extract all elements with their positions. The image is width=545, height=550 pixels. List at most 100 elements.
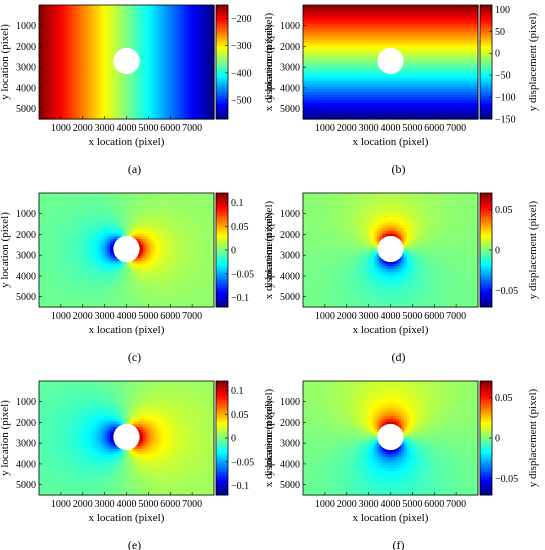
heatmap-cell bbox=[145, 24, 149, 28]
heatmap-cell bbox=[121, 75, 125, 79]
heatmap-cell bbox=[205, 32, 210, 36]
heatmap-cell bbox=[88, 7, 92, 12]
heatmap-cell bbox=[118, 13, 122, 17]
heatmap-cell bbox=[69, 37, 73, 41]
heatmap-cell bbox=[211, 32, 215, 36]
heatmap-cell bbox=[172, 64, 177, 69]
heatmap-cell bbox=[58, 18, 62, 22]
heatmap-cell bbox=[164, 29, 169, 33]
heatmap-cell bbox=[101, 29, 106, 33]
heatmap-cell bbox=[71, 51, 76, 55]
heatmap-cell bbox=[178, 40, 182, 44]
heatmap-cell bbox=[41, 48, 46, 52]
heatmap-cell bbox=[162, 26, 166, 31]
heatmap-cell bbox=[74, 56, 78, 60]
heatmap-cell bbox=[197, 43, 201, 47]
heatmap-cell bbox=[167, 21, 171, 25]
heatmap-cell bbox=[39, 56, 43, 60]
heatmap-cell bbox=[77, 26, 81, 31]
heatmap-cell bbox=[101, 13, 106, 17]
heatmap-cell bbox=[101, 62, 106, 66]
heatmap-cell bbox=[44, 40, 48, 44]
heatmap-cell bbox=[88, 67, 92, 71]
heatmap-cell bbox=[197, 62, 201, 66]
heatmap-cell bbox=[107, 7, 111, 12]
heatmap-cell bbox=[49, 53, 54, 58]
heatmap-cell bbox=[156, 7, 160, 12]
heatmap-cell bbox=[41, 21, 46, 25]
heatmap-cell bbox=[82, 53, 87, 58]
heatmap-cell bbox=[197, 10, 201, 14]
heatmap-cell bbox=[66, 59, 70, 63]
heatmap-cell bbox=[121, 10, 125, 14]
heatmap-cell bbox=[131, 45, 136, 50]
heatmap-cell bbox=[208, 40, 212, 44]
heatmap-cell bbox=[39, 45, 43, 50]
heatmap-cell bbox=[123, 32, 128, 36]
heatmap-cell bbox=[134, 10, 139, 14]
heatmap-cell bbox=[110, 21, 114, 25]
heatmap-cell bbox=[151, 56, 155, 60]
heatmap-cell bbox=[60, 34, 65, 39]
heatmap-cell bbox=[112, 15, 117, 20]
heatmap-cell bbox=[140, 29, 144, 33]
heatmap-cell bbox=[126, 18, 130, 22]
heatmap-cell bbox=[82, 26, 87, 31]
heatmap-cell bbox=[47, 34, 51, 39]
heatmap-cell bbox=[85, 7, 89, 12]
heatmap-cell bbox=[118, 72, 122, 77]
heatmap-cell bbox=[52, 81, 56, 85]
heatmap-cell bbox=[110, 29, 114, 33]
heatmap-cell bbox=[178, 34, 182, 39]
heatmap-cell bbox=[74, 34, 78, 39]
heatmap-cell bbox=[208, 43, 212, 47]
heatmap-cell bbox=[49, 81, 54, 85]
heatmap-cell bbox=[82, 59, 87, 63]
heatmap-cell bbox=[189, 5, 193, 9]
heatmap-cell bbox=[77, 70, 81, 74]
heatmap-cell bbox=[63, 5, 67, 9]
heatmap-cell bbox=[63, 32, 67, 36]
heatmap-cell bbox=[183, 53, 188, 58]
heatmap-cell bbox=[170, 48, 174, 52]
heatmap-cell bbox=[85, 56, 89, 60]
heatmap-cell bbox=[118, 45, 122, 50]
heatmap-cell bbox=[47, 5, 51, 9]
heatmap-cell bbox=[137, 5, 141, 9]
heatmap-cell bbox=[39, 62, 43, 66]
heatmap-cell bbox=[69, 51, 73, 55]
heatmap-cell bbox=[172, 32, 177, 36]
heatmap-cell bbox=[194, 5, 199, 9]
heatmap-cell bbox=[112, 7, 117, 12]
heatmap-cell bbox=[107, 62, 111, 66]
heatmap-cell bbox=[211, 34, 215, 39]
heatmap-cell bbox=[123, 40, 128, 44]
heatmap-cell bbox=[164, 40, 169, 44]
heatmap-cell bbox=[74, 70, 78, 74]
heatmap-cell bbox=[101, 21, 106, 25]
heatmap-cell bbox=[47, 70, 51, 74]
heatmap-cell bbox=[151, 59, 155, 63]
heatmap-cell bbox=[153, 29, 158, 33]
heatmap-cell bbox=[178, 26, 182, 31]
heatmap-cell bbox=[63, 62, 67, 66]
heatmap-cell bbox=[131, 72, 136, 77]
heatmap-cell bbox=[101, 72, 106, 77]
heatmap-cell bbox=[52, 13, 56, 17]
heatmap-cell bbox=[77, 29, 81, 33]
heatmap-cell bbox=[49, 10, 54, 14]
heatmap-cell bbox=[77, 43, 81, 47]
heatmap-cell bbox=[159, 15, 163, 20]
heatmap-cell bbox=[58, 13, 62, 17]
heatmap-cell bbox=[142, 70, 147, 74]
heatmap-cell bbox=[148, 5, 152, 9]
heatmap-cell bbox=[55, 70, 59, 74]
heatmap-cell bbox=[148, 21, 152, 25]
heatmap-cell bbox=[52, 56, 56, 60]
heatmap-cell bbox=[107, 26, 111, 31]
heatmap-cell bbox=[88, 45, 92, 50]
heatmap-cell bbox=[88, 24, 92, 28]
heatmap-cell bbox=[126, 43, 130, 47]
heatmap-cell bbox=[55, 78, 59, 82]
heatmap-cell bbox=[197, 18, 201, 22]
